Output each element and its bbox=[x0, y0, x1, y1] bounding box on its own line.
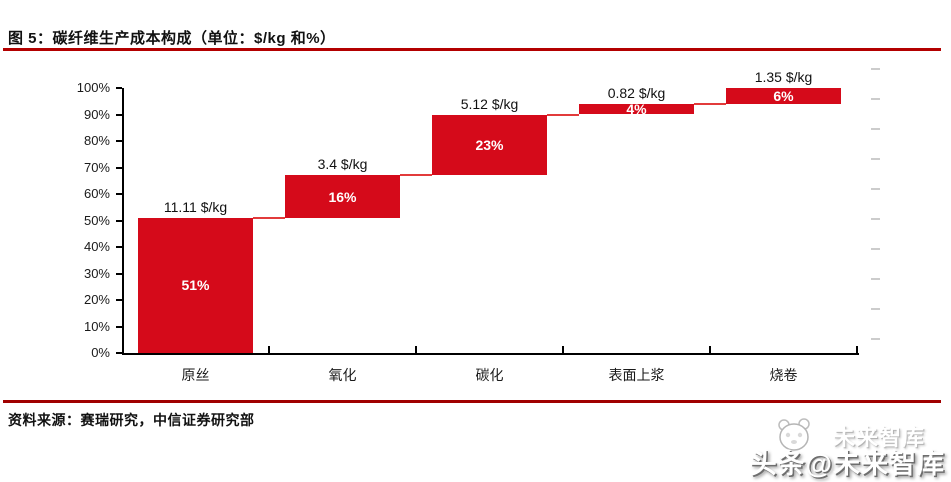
y-axis-tick bbox=[116, 113, 122, 116]
x-axis-tick bbox=[415, 346, 417, 354]
y-tick-label: 40% bbox=[83, 239, 110, 254]
y-axis-tick bbox=[116, 325, 122, 328]
x-axis-tick bbox=[562, 346, 564, 354]
connector-line bbox=[694, 102, 726, 105]
x-axis-tick bbox=[709, 346, 711, 354]
x-axis bbox=[122, 353, 859, 355]
bar-cost-label: 0.82 $/kg bbox=[607, 84, 666, 101]
source-text: 资料来源：赛瑞研究，中信证券研究部 bbox=[8, 412, 255, 428]
x-category-label: 氧化 bbox=[328, 367, 357, 383]
bar-cost-label: 11.11 $/kg bbox=[163, 198, 228, 215]
y-axis-tick bbox=[116, 352, 122, 354]
right-margin-dash bbox=[871, 188, 880, 190]
x-axis-tick bbox=[268, 346, 270, 354]
waterfall-bar bbox=[138, 217, 253, 353]
y-tick-label: 10% bbox=[83, 318, 110, 334]
waterfall-bar bbox=[285, 175, 400, 218]
figure-title: 图 5：碳纤维生产成本构成（单位：$/kg 和%） bbox=[8, 30, 336, 47]
bar-pct-label: 23% bbox=[475, 136, 504, 153]
bar-cost-label: 1.35 $/kg bbox=[754, 69, 813, 85]
y-axis-tick bbox=[116, 272, 122, 275]
y-tick-label: 20% bbox=[83, 292, 110, 307]
connector-line bbox=[400, 174, 432, 177]
y-tick-label: 0% bbox=[91, 345, 110, 360]
y-tick-label: 30% bbox=[83, 265, 110, 281]
waterfall-bar bbox=[579, 103, 694, 115]
y-axis-tick bbox=[116, 140, 122, 142]
right-margin-dash bbox=[871, 218, 880, 220]
y-tick-label: 50% bbox=[83, 212, 110, 228]
x-category-label: 烧卷 bbox=[769, 367, 798, 383]
x-axis-tick bbox=[856, 346, 858, 354]
y-axis-tick bbox=[116, 193, 122, 195]
watermark: 未来智库 头条@未来智库 bbox=[717, 418, 947, 480]
bar-pct-label: 4% bbox=[626, 101, 647, 118]
watermark-ghost-text: 未来智库 bbox=[832, 425, 925, 450]
y-tick-label: 100% bbox=[76, 80, 110, 95]
right-margin-dash bbox=[871, 128, 880, 130]
right-margin-dash bbox=[871, 158, 880, 160]
right-margin-dash bbox=[871, 338, 880, 340]
right-margin-dash bbox=[871, 98, 880, 100]
bar-cost-label: 3.4 $/kg bbox=[317, 156, 368, 173]
y-axis-tick bbox=[116, 246, 122, 248]
y-axis bbox=[122, 88, 124, 355]
y-tick-label: 90% bbox=[83, 106, 110, 122]
y-tick-label: 70% bbox=[83, 159, 110, 175]
y-axis-tick bbox=[116, 299, 122, 301]
bar-pct-label: 51% bbox=[181, 277, 210, 294]
connector-line bbox=[547, 113, 579, 116]
right-margin-dash bbox=[871, 308, 880, 310]
y-tick-label: 80% bbox=[83, 133, 110, 148]
x-category-label: 碳化 bbox=[475, 367, 504, 383]
title-rule bbox=[3, 48, 941, 51]
bar-cost-label: 5.12 $/kg bbox=[460, 95, 519, 112]
x-category-label: 表面上浆 bbox=[608, 367, 665, 383]
y-axis-tick bbox=[116, 219, 122, 222]
waterfall-bar bbox=[432, 114, 547, 176]
connector-line bbox=[253, 216, 285, 219]
right-margin-dash bbox=[871, 248, 880, 250]
y-tick-label: 60% bbox=[83, 186, 110, 201]
bar-pct-label: 16% bbox=[328, 188, 357, 205]
bar-pct-label: 6% bbox=[773, 87, 794, 104]
y-axis-tick bbox=[116, 166, 122, 169]
y-axis-tick bbox=[116, 87, 122, 89]
x-category-label: 原丝 bbox=[181, 367, 210, 383]
watermark-main-text: 头条@未来智库 bbox=[749, 449, 945, 479]
waterfall-bar bbox=[726, 88, 841, 104]
right-margin-dash bbox=[871, 68, 880, 70]
panda-logo-icon bbox=[775, 418, 815, 457]
right-margin-dash bbox=[871, 278, 880, 280]
bottom-rule bbox=[3, 400, 941, 403]
